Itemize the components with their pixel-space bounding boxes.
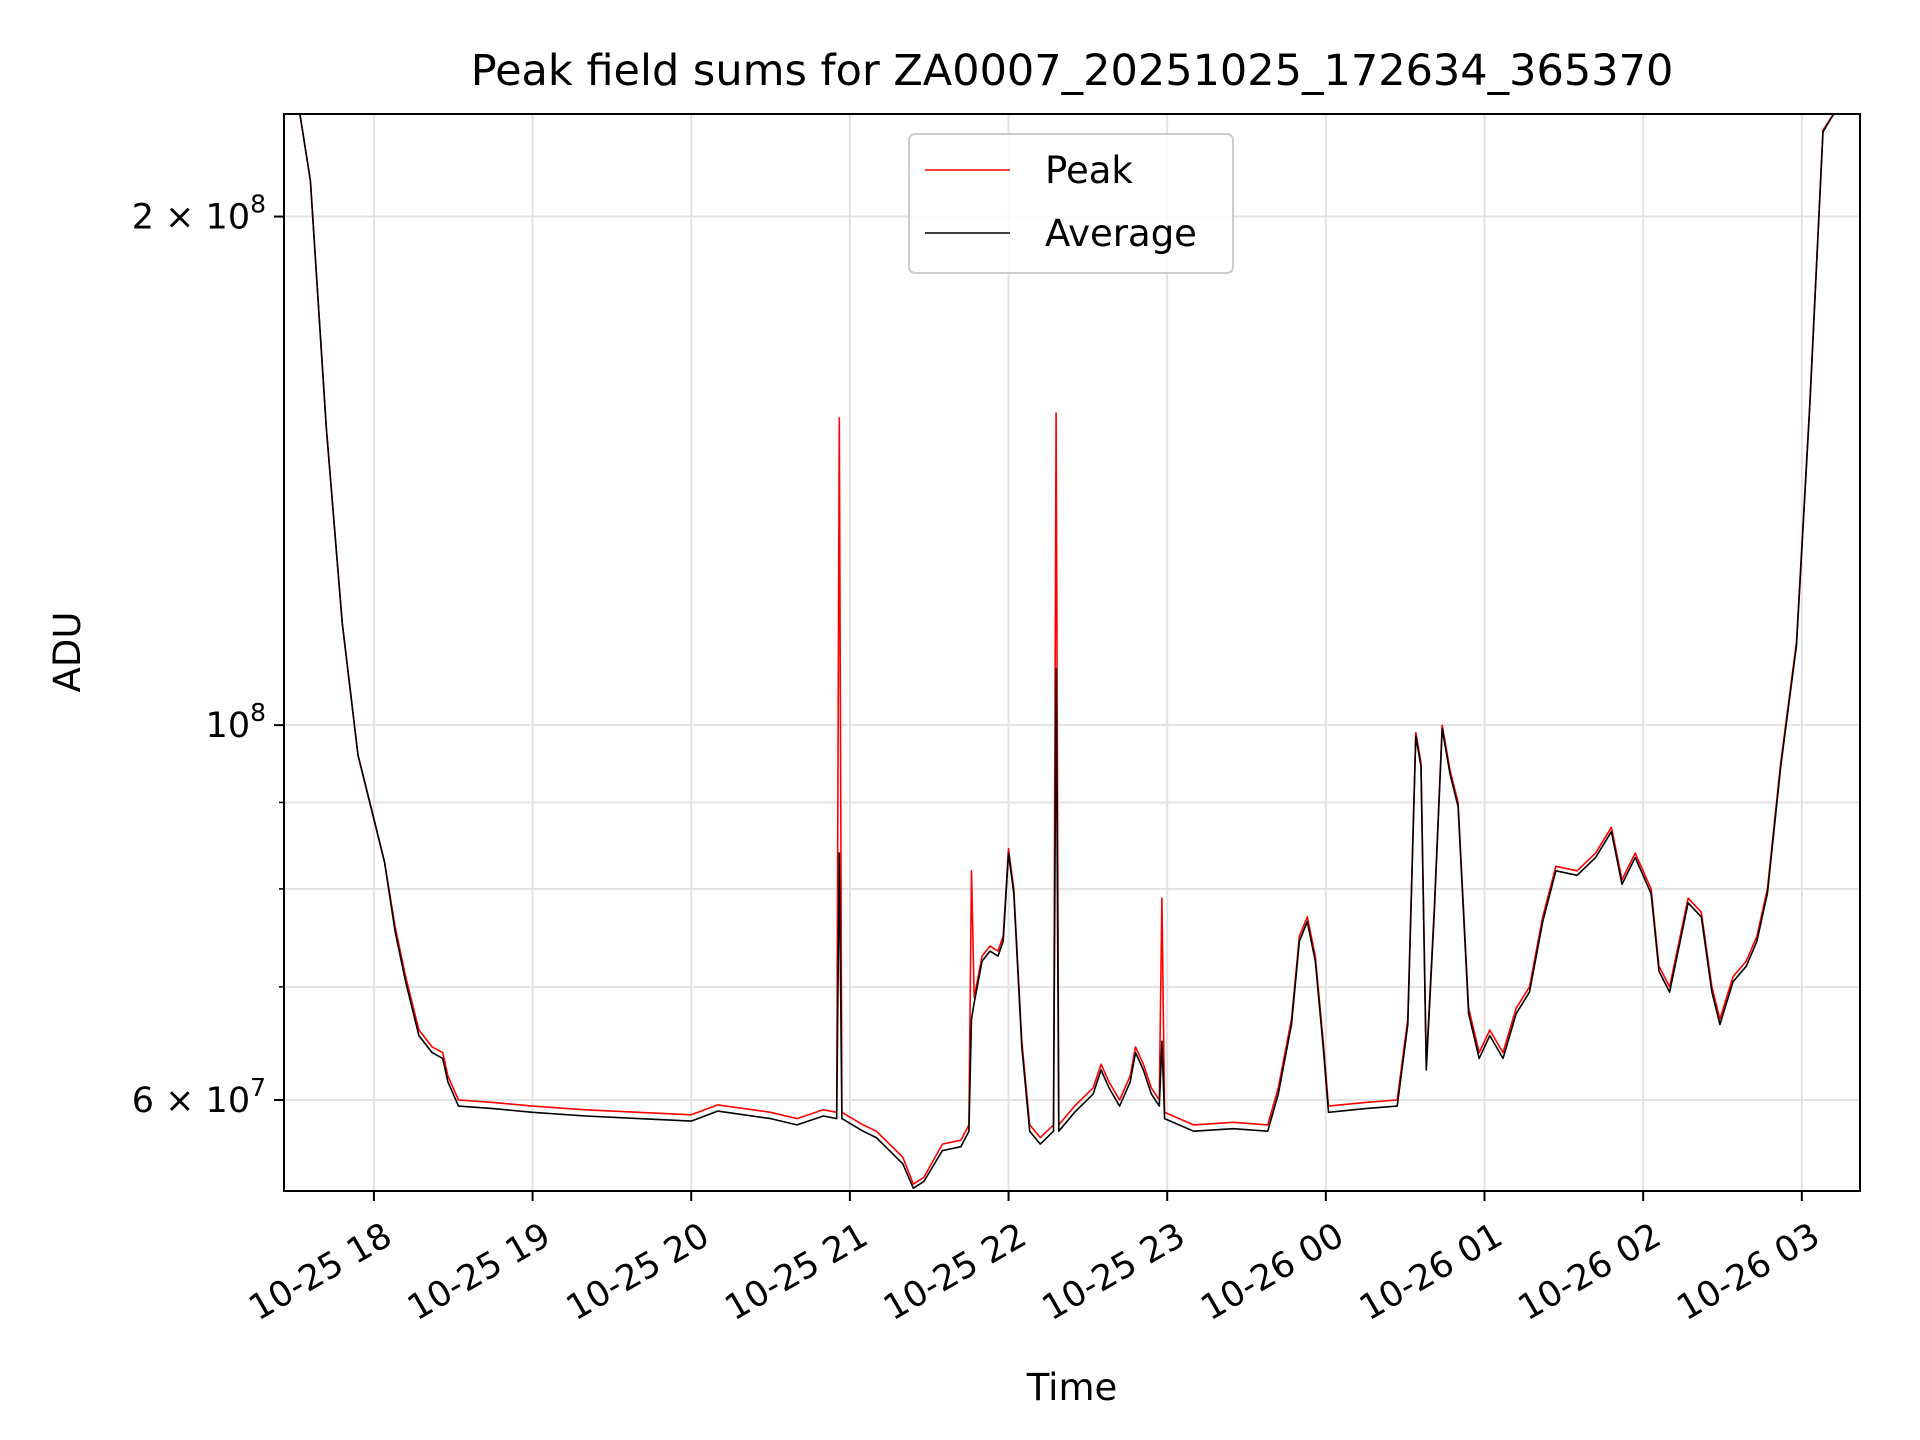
series-layer	[284, 113, 1860, 1189]
y-tick-label: 108	[206, 698, 266, 746]
x-axis-title: Time	[1026, 1366, 1118, 1409]
series-line-peak	[284, 113, 1860, 1185]
chart-title: Peak field sums for ZA0007_20251025_1726…	[471, 46, 1674, 96]
legend-label-peak: Peak	[1045, 149, 1133, 192]
legend-label-average: Average	[1045, 212, 1197, 255]
legend: Peak Average	[908, 133, 1234, 274]
y-tick-label: 6 × 107	[132, 1073, 266, 1121]
plot-frame	[283, 113, 1861, 1192]
y-axis-title: ADU	[46, 612, 89, 693]
grid-layer	[284, 114, 1860, 1191]
series-line-average	[284, 113, 1860, 1189]
y-tick-label: 2 × 108	[132, 190, 266, 238]
legend-box	[908, 133, 1234, 274]
